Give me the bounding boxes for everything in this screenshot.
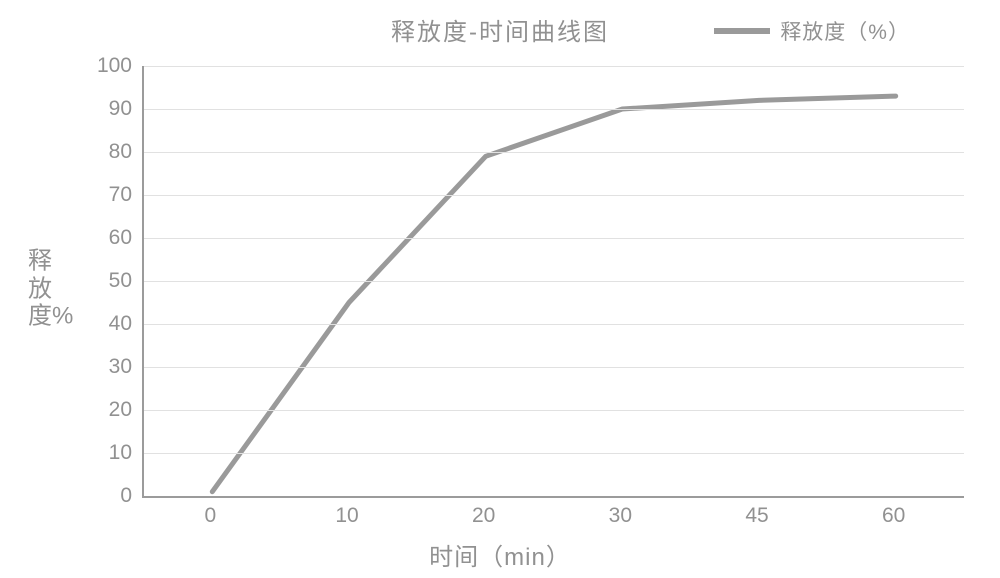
gridline bbox=[144, 109, 964, 110]
gridline bbox=[144, 195, 964, 196]
x-tick-label: 20 bbox=[472, 504, 495, 528]
y-tick-label: 60 bbox=[72, 226, 132, 250]
gridline bbox=[144, 367, 964, 368]
plot-area bbox=[142, 66, 964, 498]
x-axis-label: 时间（min） bbox=[429, 537, 571, 572]
gridline bbox=[144, 324, 964, 325]
y-tick-label: 10 bbox=[72, 441, 132, 465]
x-tick-label: 10 bbox=[335, 504, 358, 528]
y-tick-label: 20 bbox=[72, 398, 132, 422]
gridline bbox=[144, 238, 964, 239]
legend-label: 释放度（%） bbox=[780, 16, 910, 46]
y-tick-label: 0 bbox=[72, 484, 132, 508]
x-tick-label: 30 bbox=[609, 504, 632, 528]
legend-swatch bbox=[714, 28, 770, 34]
x-tick-label: 60 bbox=[882, 504, 905, 528]
y-tick-label: 70 bbox=[72, 183, 132, 207]
series-line bbox=[212, 96, 895, 492]
chart-container: 释放度-时间曲线图 释放度（%） 释放度% 时间（min） 0 10 20 30 40 5… bbox=[0, 0, 1000, 578]
y-tick-label: 40 bbox=[72, 312, 132, 336]
gridline bbox=[144, 410, 964, 411]
y-tick-label: 30 bbox=[72, 355, 132, 379]
x-tick-label: 0 bbox=[204, 504, 216, 528]
y-tick-label: 80 bbox=[72, 140, 132, 164]
gridline bbox=[144, 281, 964, 282]
legend: 释放度（%） bbox=[714, 16, 910, 46]
gridline bbox=[144, 152, 964, 153]
y-tick-label: 90 bbox=[72, 97, 132, 121]
gridline bbox=[144, 66, 964, 67]
y-axis-label: 释放度% bbox=[28, 248, 52, 331]
gridline bbox=[144, 453, 964, 454]
x-tick-label: 45 bbox=[745, 504, 768, 528]
chart-title: 释放度-时间曲线图 bbox=[391, 12, 609, 47]
y-tick-label: 100 bbox=[72, 54, 132, 78]
y-tick-label: 50 bbox=[72, 269, 132, 293]
